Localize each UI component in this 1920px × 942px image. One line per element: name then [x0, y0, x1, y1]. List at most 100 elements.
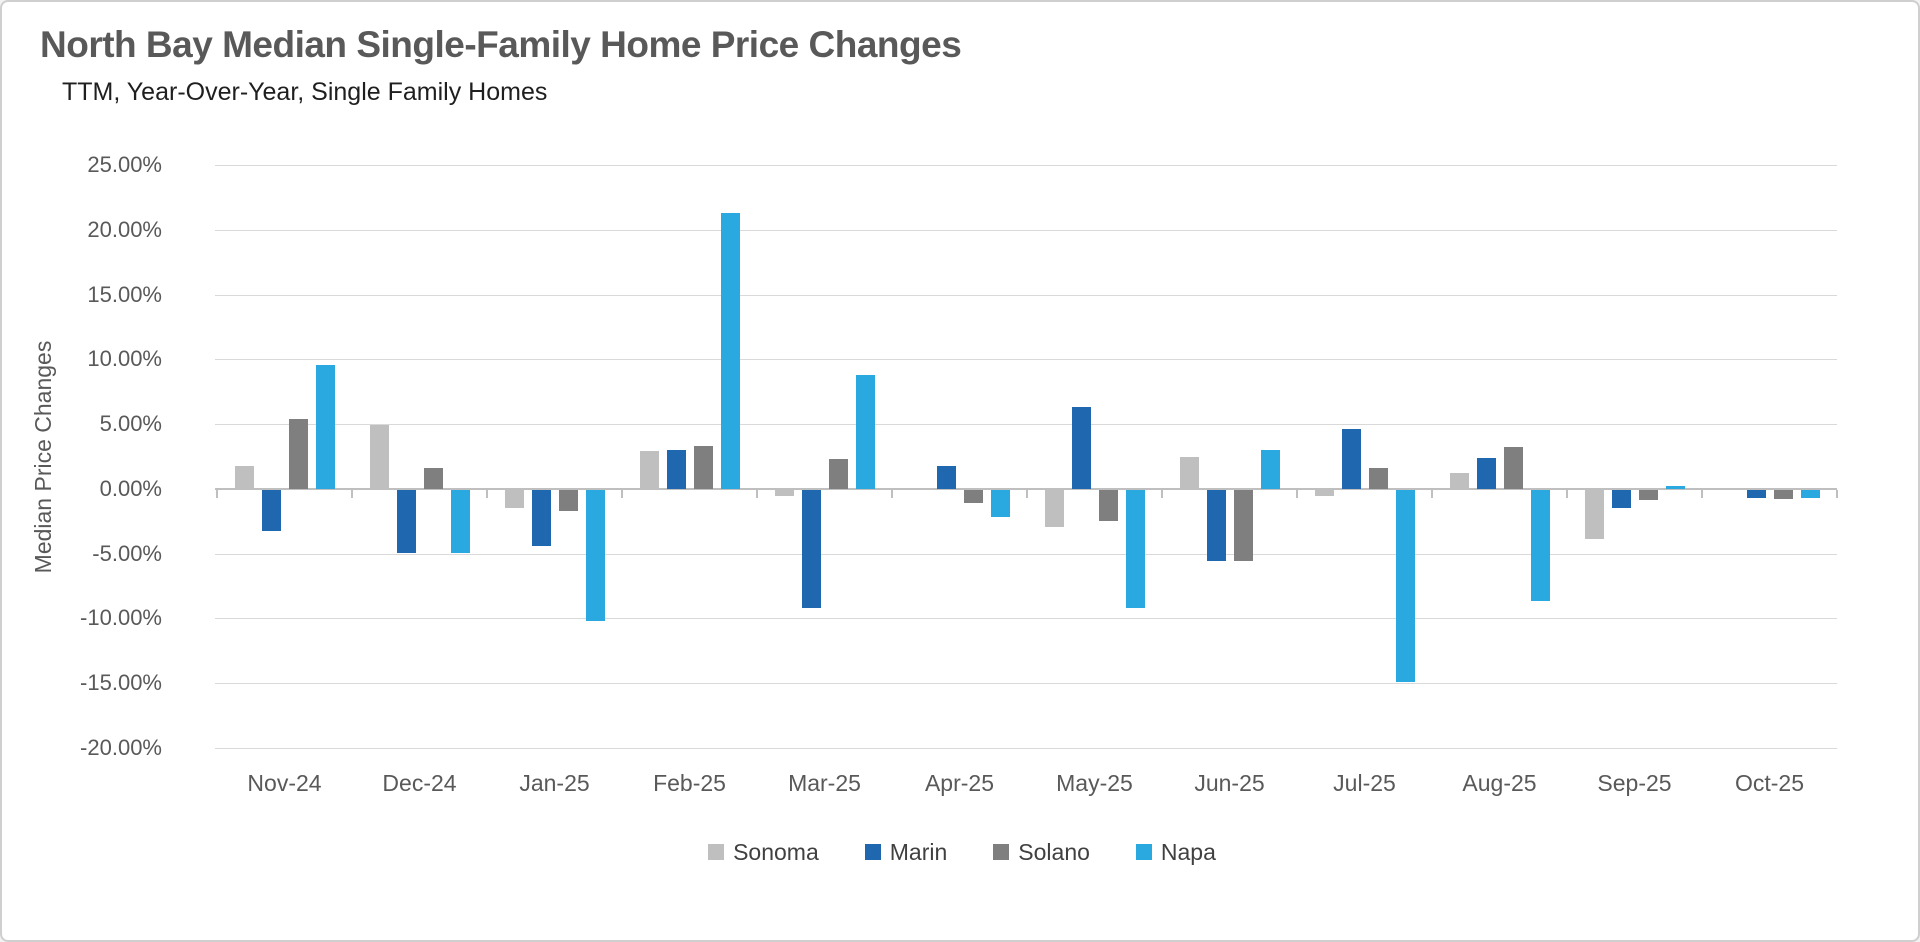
- bar-sonoma-nov-24: [234, 465, 254, 489]
- bar-solano-apr-25: [963, 489, 983, 503]
- x-axis-tick: [621, 489, 623, 498]
- bar-marin-may-25: [1071, 407, 1091, 489]
- y-tick-label: 5.00%: [99, 411, 162, 437]
- x-axis-tick: [486, 489, 488, 498]
- gridline: [215, 683, 1837, 685]
- bar-marin-feb-25: [666, 450, 686, 489]
- legend-item-napa: Napa: [1135, 838, 1216, 866]
- y-tick-label: 0.00%: [99, 475, 162, 501]
- gridline: [215, 229, 1837, 231]
- bar-solano-mar-25: [828, 459, 848, 489]
- bar-napa-jan-25: [585, 489, 605, 621]
- chart-subtitle: TTM, Year-Over-Year, Single Family Homes: [62, 78, 548, 106]
- x-axis-tick: [756, 489, 758, 498]
- x-axis-tick: [1836, 489, 1838, 498]
- x-tick-label: Oct-25: [1734, 770, 1805, 796]
- gridline: [215, 165, 1837, 166]
- x-tick-label: Aug-25: [1462, 770, 1537, 796]
- bar-sonoma-feb-25: [639, 451, 659, 489]
- gridline: [215, 359, 1837, 361]
- legend-item-sonoma: Sonoma: [708, 839, 819, 866]
- gridline: [215, 618, 1837, 620]
- y-tick-label: 20.00%: [87, 216, 162, 242]
- zero-axis-line: [215, 487, 1837, 490]
- gridline: [215, 553, 1837, 555]
- legend: Sonoma Marin Solano Napa: [2, 835, 1918, 869]
- y-tick-label: -15.00%: [80, 670, 162, 696]
- legend-label: Sonoma: [733, 838, 819, 865]
- x-tick-label: Feb-25: [653, 770, 726, 796]
- x-axis-tick: [1701, 489, 1703, 498]
- legend-item-marin: Marin: [864, 838, 948, 866]
- bar-solano-sep-25: [1638, 489, 1658, 501]
- bar-marin-oct-25: [1746, 489, 1766, 498]
- bar-solano-jun-25: [1233, 489, 1253, 562]
- x-tick-label: Apr-25: [924, 770, 995, 796]
- gridline: [215, 294, 1837, 296]
- bar-marin-jan-25: [531, 489, 551, 546]
- bar-napa-apr-25: [990, 489, 1010, 518]
- bar-napa-mar-25: [855, 374, 875, 489]
- x-axis-tick: [1296, 489, 1298, 498]
- bar-sonoma-jun-25: [1179, 456, 1199, 489]
- bar-sonoma-dec-24: [369, 425, 389, 489]
- bar-solano-jan-25: [558, 489, 578, 511]
- legend-label: Napa: [1160, 838, 1216, 865]
- bar-sonoma-jul-25: [1314, 489, 1334, 497]
- bar-marin-mar-25: [801, 489, 821, 608]
- bar-marin-nov-24: [261, 489, 281, 532]
- x-axis-tick: [891, 489, 893, 498]
- bar-marin-jul-25: [1341, 429, 1361, 489]
- y-tick-label: -10.00%: [80, 605, 162, 631]
- gridline: [215, 748, 1837, 749]
- bar-napa-jul-25: [1395, 489, 1415, 682]
- bar-napa-aug-25: [1530, 489, 1550, 602]
- x-axis-tick: [1566, 489, 1568, 498]
- legend-swatch-solano: [993, 844, 1010, 860]
- bar-solano-nov-24: [288, 418, 308, 489]
- bar-solano-may-25: [1098, 489, 1118, 521]
- y-tick-label: 25.00%: [87, 152, 162, 177]
- x-axis-tick: [1431, 489, 1433, 498]
- bar-sonoma-mar-25: [774, 489, 794, 497]
- bar-solano-oct-25: [1773, 489, 1793, 499]
- bar-marin-aug-25: [1476, 457, 1496, 489]
- x-axis-tick: [351, 489, 353, 498]
- x-tick-label: Mar-25: [788, 770, 861, 796]
- bar-marin-apr-25: [936, 465, 956, 489]
- y-tick-label: 10.00%: [87, 346, 162, 372]
- x-axis-tick: [216, 489, 218, 498]
- bar-marin-sep-25: [1611, 489, 1631, 508]
- x-tick-label: Nov-24: [247, 770, 322, 796]
- x-tick-label: Jul-25: [1333, 770, 1396, 796]
- legend-swatch-marin: [864, 844, 881, 860]
- bar-solano-jul-25: [1368, 468, 1388, 489]
- bar-marin-dec-24: [396, 489, 416, 554]
- bar-marin-jun-25: [1206, 489, 1226, 562]
- x-axis-tick: [1026, 489, 1028, 498]
- y-tick-label: 15.00%: [87, 281, 162, 307]
- bar-napa-oct-25: [1800, 489, 1820, 498]
- y-tick-label: -20.00%: [80, 735, 162, 760]
- bar-solano-feb-25: [693, 446, 713, 489]
- bar-solano-aug-25: [1503, 447, 1523, 489]
- legend-swatch-napa: [1135, 844, 1152, 860]
- legend-swatch-sonoma: [708, 844, 725, 860]
- gridline: [215, 424, 1837, 426]
- legend-label: Marin: [889, 838, 948, 865]
- bar-sonoma-may-25: [1044, 489, 1064, 528]
- x-axis-tick: [1161, 489, 1163, 498]
- bar-napa-sep-25: [1665, 486, 1685, 489]
- bar-napa-nov-24: [315, 364, 335, 489]
- legend-label: Solano: [1018, 838, 1090, 865]
- bar-napa-may-25: [1125, 489, 1145, 608]
- chart-title: North Bay Median Single-Family Home Pric…: [40, 24, 962, 65]
- x-tick-label: Sep-25: [1597, 770, 1672, 796]
- legend-item-solano: Solano: [993, 839, 1090, 866]
- x-tick-label: Jun-25: [1194, 770, 1265, 796]
- x-tick-label: Jan-25: [519, 770, 590, 796]
- bar-sonoma-jan-25: [504, 489, 524, 508]
- bar-napa-feb-25: [720, 212, 740, 489]
